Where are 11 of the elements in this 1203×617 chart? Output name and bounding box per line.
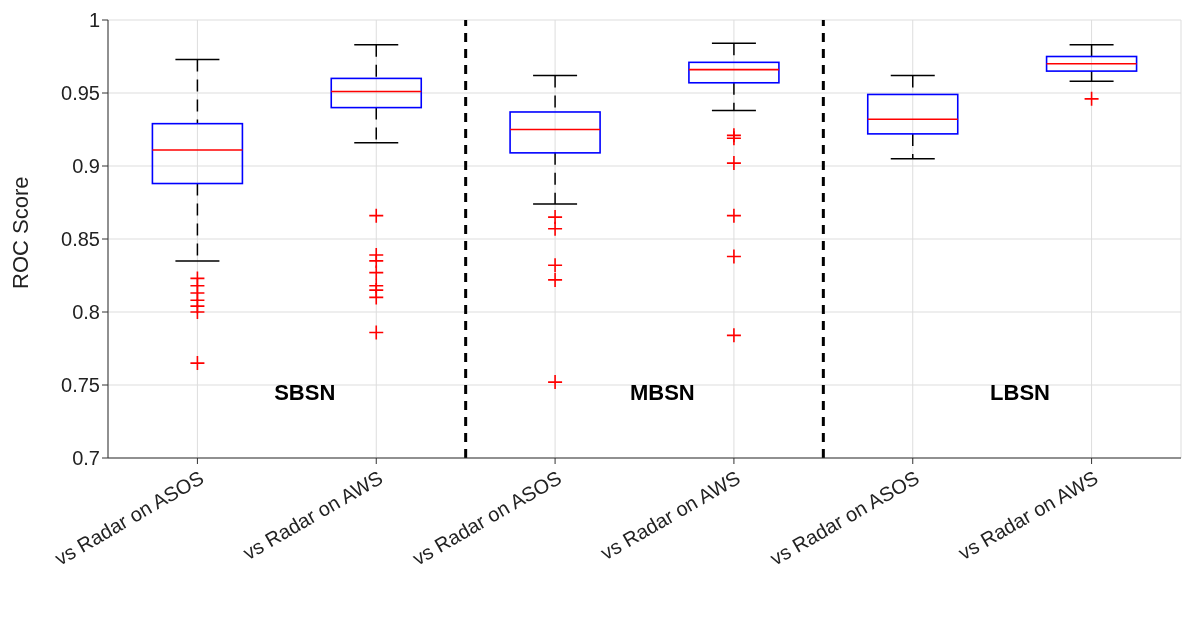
y-tick-label: 0.95 (61, 82, 100, 105)
y-tick-label: 0.9 (72, 155, 100, 178)
y-tick-label: 0.7 (72, 447, 100, 470)
y-axis-title: ROC Score (7, 176, 33, 289)
y-tick-label: 0.8 (72, 301, 100, 324)
y-tick-label: 0.85 (61, 228, 100, 251)
y-tick-label: 1 (88, 9, 100, 32)
y-tick-label: 0.75 (61, 374, 100, 397)
annotation: LBSN (990, 380, 1050, 406)
annotation: MBSN (629, 380, 695, 406)
annotation: SBSN (274, 380, 336, 406)
